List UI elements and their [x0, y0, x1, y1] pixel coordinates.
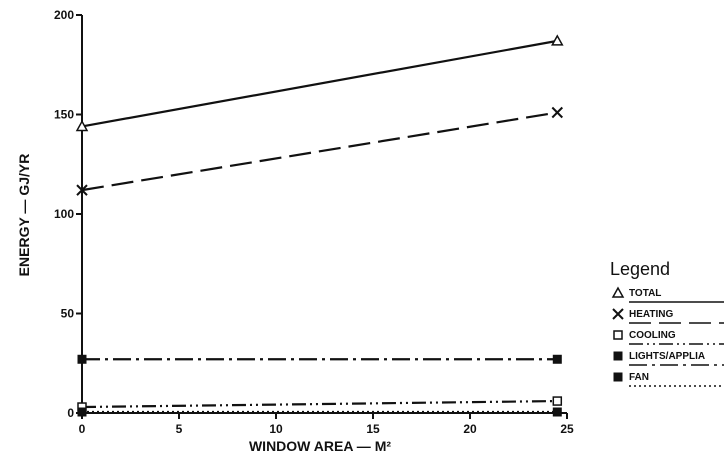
legend-item-heating: HEATING	[612, 308, 724, 324]
series-layer	[75, 34, 564, 417]
legend-item-fan: FAN	[613, 372, 724, 387]
y-tick-label: 200	[54, 8, 74, 22]
data-point-total	[75, 119, 89, 132]
legend-marker-cooling	[613, 330, 623, 340]
data-point-fan	[552, 407, 562, 417]
y-tick-label: 0	[67, 406, 74, 420]
legend-label-lights-applia: LIGHTS/APPLIA	[629, 351, 705, 362]
data-point-heating	[76, 184, 88, 196]
ticks: 0 5 10 15 20 25 0 50 100 150 200	[54, 8, 574, 436]
series-fan	[77, 407, 562, 417]
data-point-fan	[77, 407, 87, 417]
x-axis-title: WINDOW AREA — M²	[249, 438, 391, 454]
axes	[81, 15, 567, 414]
x-tick-label: 20	[463, 422, 477, 436]
series-line-total	[81, 39, 558, 128]
y-axis-title: ENERGY — GJ/YR	[16, 154, 32, 277]
legend-label-total: TOTAL	[629, 288, 661, 299]
legend-title: Legend	[610, 259, 670, 279]
legend-marker-total	[611, 286, 625, 298]
legend-item-lights-applia: LIGHTS/APPLIA	[613, 351, 724, 366]
legend-label-fan: FAN	[629, 372, 649, 383]
x-tick-label: 25	[560, 422, 574, 436]
legend: Legend TOTAL HEATING COOLING LIGHTS/APPLIA F…	[610, 259, 724, 387]
series-lights-applia	[77, 354, 562, 364]
data-point-lights-applia	[77, 354, 87, 364]
series-heating	[76, 106, 564, 196]
series-total	[75, 34, 564, 132]
x-tick-label: 15	[366, 422, 380, 436]
legend-marker-fan	[613, 372, 623, 382]
legend-item-cooling: COOLING	[613, 330, 724, 345]
series-line-cooling	[81, 399, 558, 409]
legend-item-total: TOTAL	[611, 286, 724, 303]
y-tick-label: 50	[61, 307, 75, 321]
x-tick-label: 0	[79, 422, 86, 436]
x-tick-label: 10	[269, 422, 283, 436]
x-tick-label: 5	[176, 422, 183, 436]
series-cooling	[77, 396, 563, 412]
data-point-total	[551, 34, 564, 46]
y-tick-label: 150	[54, 108, 74, 122]
data-point-heating	[551, 106, 564, 119]
series-line-heating	[81, 111, 558, 192]
legend-label-cooling: COOLING	[629, 330, 676, 341]
data-point-cooling	[552, 396, 563, 406]
data-point-lights-applia	[552, 354, 562, 364]
legend-marker-heating	[612, 308, 624, 320]
legend-label-heating: HEATING	[629, 309, 673, 320]
legend-marker-lights-applia	[613, 351, 623, 361]
y-tick-label: 100	[54, 207, 74, 221]
